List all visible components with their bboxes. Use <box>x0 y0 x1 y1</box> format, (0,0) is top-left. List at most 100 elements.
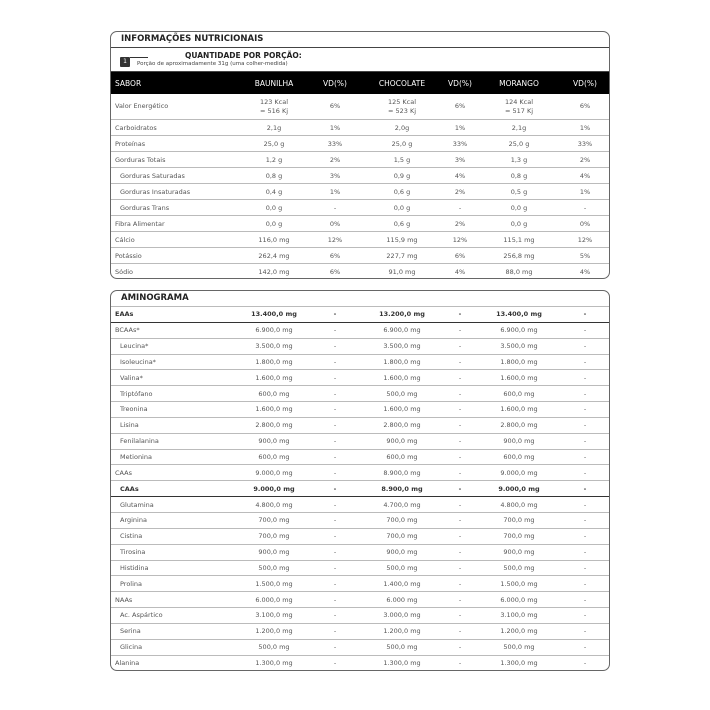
amount-cell: 256,8 mg <box>503 251 535 260</box>
amount-cell: 6.000,0 mg <box>255 595 293 604</box>
column-header: VD(%) <box>573 78 597 88</box>
table-row: Alanina 1.300,0 mg - 1.300,0 mg - 1.300,0 mg - <box>111 656 609 670</box>
amount-cell: 91,0 mg <box>388 268 416 276</box>
amount-cell: 1.600,0 mg <box>383 373 421 382</box>
daily-value-cell: 12% <box>452 235 468 244</box>
daily-value-cell: - <box>583 484 587 493</box>
table-row: Leucina* 3.500,0 mg - 3.500,0 mg - 3.500,0 mg… <box>111 339 609 355</box>
daily-value-cell: - <box>333 659 337 668</box>
row-label: Gorduras Trans <box>120 203 170 212</box>
amount-cell: 1.300,0 mg <box>255 659 293 668</box>
daily-value-cell: - <box>458 405 462 414</box>
amount-cell: 0,0 g <box>265 203 283 212</box>
amount-cell: 1,3 g <box>510 155 528 164</box>
amount-cell: 1.500,0 mg <box>500 579 538 588</box>
table-row: Gorduras Totais 1,2 g 2% 1,5 g 3% 1,3 g 2% <box>111 152 609 168</box>
serving-badge: 1 <box>120 57 130 67</box>
daily-value-cell: 0% <box>329 219 341 228</box>
row-label: Metionina <box>120 453 152 462</box>
daily-value-cell: - <box>583 357 587 366</box>
table-row: Gorduras Insaturadas 0,4 g 1% 0,6 g 2% 0,5 g 1… <box>111 184 609 200</box>
daily-value-cell: 33% <box>452 139 468 148</box>
daily-value-cell: - <box>333 468 337 477</box>
daily-value-cell: 3% <box>329 171 341 180</box>
table-row: Valor Energético 123 Kcal = 516 Kj 6% 125 K… <box>111 94 609 120</box>
daily-value-cell: 2% <box>454 187 466 196</box>
amount-cell: 0,6 g <box>393 187 411 196</box>
amount-cell: 500,0 mg <box>258 563 290 572</box>
amount-cell: 2,1g <box>511 123 527 132</box>
amount-cell: 1.800,0 mg <box>383 357 421 366</box>
amount-cell: 115,1 mg <box>503 235 535 244</box>
table-row: Proteínas 25,0 g 33% 25,0 g 33% 25,0 g 33% <box>111 136 609 152</box>
amount-cell: 9.000,0 mg <box>253 484 295 493</box>
row-label: Triptófano <box>120 389 153 398</box>
amount-cell: 2.800,0 mg <box>500 421 538 430</box>
nutrition-facts-table: INFORMAÇÕES NUTRICIONAIS 1 QUANTIDADE PO… <box>110 31 610 279</box>
daily-value-cell: - <box>583 659 587 668</box>
daily-value-cell: 33% <box>577 139 593 148</box>
daily-value-cell: 4% <box>579 171 591 180</box>
amount-cell: 142,0 mg <box>258 268 290 276</box>
daily-value-cell: - <box>333 310 337 319</box>
row-label: Treonina <box>120 405 148 414</box>
row-label: Arginina <box>120 516 147 525</box>
table-row: Treonina 1.600,0 mg - 1.600,0 mg - 1.600,0 mg… <box>111 402 609 418</box>
row-label: Tirosina <box>120 548 146 557</box>
column-header: CHOCOLATE <box>378 78 426 88</box>
row-label: Glicina <box>120 643 143 652</box>
daily-value-cell: - <box>583 500 587 509</box>
table-row: Gorduras Saturadas 0,8 g 3% 0,9 g 4% 0,8 g 4% <box>111 168 609 184</box>
daily-value-cell: - <box>583 627 587 636</box>
table-row: Fibra Alimentar 0,0 g 0% 0,6 g 2% 0,0 g 0% <box>111 216 609 232</box>
amount-cell: 25,0 g <box>263 139 285 148</box>
amount-cell: 9.000,0 mg <box>500 468 538 477</box>
column-header: VD(%) <box>448 78 472 88</box>
row-label: Cistina <box>120 532 143 541</box>
table-row: Gorduras Trans 0,0 g - 0,0 g - 0,0 g - <box>111 200 609 216</box>
daily-value-cell: - <box>333 421 337 430</box>
amount-cell: 900,0 mg <box>386 437 418 446</box>
table-row: CAAs 9.000,0 mg - 8.900,0 mg - 9.000,0 mg - <box>111 465 609 482</box>
row-label: BCAAs* <box>115 326 140 335</box>
daily-value-cell: 6% <box>329 102 341 110</box>
daily-value-cell: - <box>458 389 462 398</box>
daily-value-cell: - <box>458 326 462 335</box>
row-label: Potássio <box>115 251 142 260</box>
amount-cell: 0,0 g <box>265 219 283 228</box>
row-label: Sódio <box>115 268 134 276</box>
daily-value-cell: - <box>583 468 587 477</box>
daily-value-cell: 3% <box>454 155 466 164</box>
row-label: Leucina* <box>120 342 149 351</box>
daily-value-cell: - <box>458 421 462 430</box>
daily-value-cell: - <box>458 468 462 477</box>
amount-cell: 0,0 g <box>510 219 528 228</box>
daily-value-cell: - <box>458 643 462 652</box>
daily-value-cell: - <box>333 373 337 382</box>
table-row: Lisina 2.800,0 mg - 2.800,0 mg - 2.800,0 mg - <box>111 418 609 434</box>
daily-value-cell: - <box>583 453 587 462</box>
daily-value-cell: - <box>583 405 587 414</box>
row-label: Fibra Alimentar <box>115 219 165 228</box>
amount-cell: 2.800,0 mg <box>255 421 293 430</box>
daily-value-cell: - <box>583 310 587 319</box>
amount-cell: 0,4 g <box>265 187 283 196</box>
daily-value-cell: 4% <box>579 268 591 276</box>
amount-cell: 4.700,0 mg <box>383 500 421 509</box>
amount-cell: 500,0 mg <box>503 563 535 572</box>
row-label: Cálcio <box>115 235 135 244</box>
daily-value-cell: 1% <box>579 187 591 196</box>
table-row: Serina 1.200,0 mg - 1.200,0 mg - 1.200,0 mg - <box>111 624 609 640</box>
amount-cell: 700,0 mg <box>258 532 290 541</box>
daily-value-cell: 4% <box>454 268 466 276</box>
column-header: BAUNILHA <box>254 78 294 88</box>
daily-value-cell: - <box>458 595 462 604</box>
amount-cell: 1.200,0 mg <box>500 627 538 636</box>
amount-cell: 600,0 mg <box>386 453 418 462</box>
amount-cell: 500,0 mg <box>386 643 418 652</box>
daily-value-cell: - <box>583 389 587 398</box>
table-row: Cistina 700,0 mg - 700,0 mg - 700,0 mg - <box>111 529 609 545</box>
daily-value-cell: - <box>333 611 337 620</box>
daily-value-cell: 6% <box>329 251 341 260</box>
amount-cell: 6.000 mg <box>386 595 418 604</box>
